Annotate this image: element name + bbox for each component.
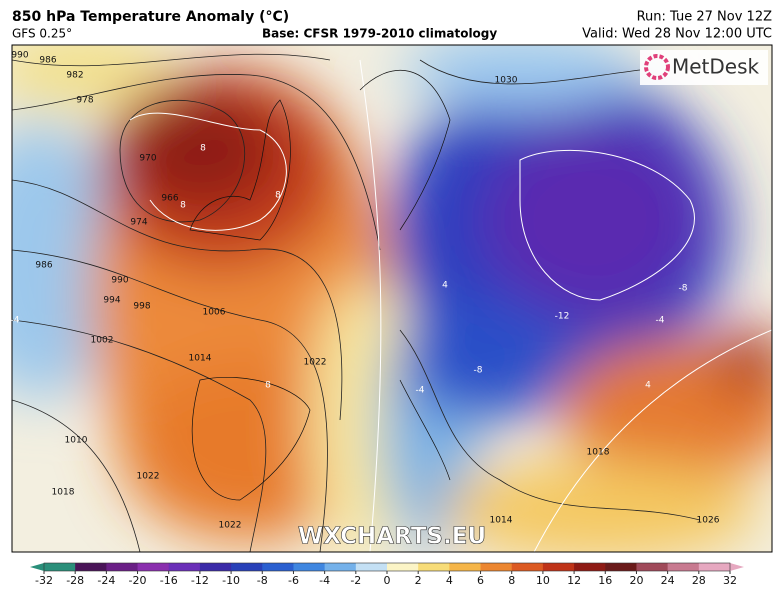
colorbar-tick-label: 2 [415, 574, 422, 587]
colorbar-tick-label: -12 [191, 574, 209, 587]
colorbar-end [30, 563, 44, 571]
colorbar-tick-label: -2 [350, 574, 361, 587]
colorbar-tick-label: -8 [257, 574, 268, 587]
map-labels: 990 986 982 978 970 966 974 986 990 994 998 1002 100… [11, 51, 720, 531]
isobars [12, 53, 701, 552]
colorbar-segment [106, 563, 139, 571]
isobar-label: 1018 [52, 488, 75, 498]
coastlines [189, 70, 451, 501]
map-title: 850 hPa Temperature Anomaly (°C) [12, 9, 289, 25]
colorbar-segment [262, 563, 294, 571]
anomaly-label: -8 [679, 284, 688, 294]
isobar-label: 1026 [697, 516, 720, 526]
isobar-label: 986 [35, 261, 52, 271]
isobar-label: 990 [111, 276, 128, 286]
colorbar-segment [636, 563, 669, 571]
map-field [12, 45, 772, 552]
colorbar-tick-label: 4 [446, 574, 453, 587]
isobar-label: 970 [139, 154, 156, 164]
anomaly-label: -4 [11, 316, 20, 326]
isobar-label: 982 [66, 71, 83, 81]
colorbar-tick-label: -28 [66, 574, 84, 587]
colorbar-segment [168, 563, 201, 571]
colorbar-tick-label: -24 [97, 574, 115, 587]
colorbar-tick-label: -6 [288, 574, 299, 587]
colorbar-tick-label: 0 [384, 574, 391, 587]
colorbar-segment [418, 563, 450, 571]
colorbar-tick-label: -16 [160, 574, 178, 587]
valid-label: Valid: Wed 28 Nov 12:00 UTC [582, 27, 772, 42]
isobar-label: 1014 [189, 354, 212, 364]
colorbar-end [730, 563, 744, 571]
anomaly-contours [129, 59, 772, 552]
run-label: Run: Tue 27 Nov 12Z [637, 10, 772, 25]
isobar-label: 1022 [219, 521, 242, 531]
colorbar-segment [542, 563, 575, 571]
colorbar-segment [44, 563, 76, 571]
colorbar-tick-label: 32 [723, 574, 737, 587]
colorbar-tick-label: 8 [508, 574, 515, 587]
anomaly-label: -4 [416, 386, 425, 396]
colorbar-segment [480, 563, 513, 571]
anomaly-label: 4 [645, 381, 651, 391]
anomaly-label: 8 [200, 144, 206, 154]
colorbar-segment [137, 563, 170, 571]
anomaly-label: 8 [180, 201, 186, 211]
isobar-label: 994 [103, 296, 120, 306]
anomaly-label: -4 [656, 316, 665, 326]
anomaly-label: 8 [265, 381, 271, 391]
isobar-label: 966 [161, 194, 178, 204]
colorbar-tick-label: 20 [629, 574, 643, 587]
isobar-label: 1022 [304, 358, 327, 368]
isobar-label: 1002 [91, 336, 114, 346]
anomaly-label: 8 [275, 191, 281, 201]
colorbar-segment [667, 563, 700, 571]
isobar-label: 986 [39, 56, 56, 66]
isobar-label: 1006 [203, 308, 226, 318]
base-label: Base: CFSR 1979-2010 climatology [262, 27, 497, 41]
colorbar-tick-label: 12 [567, 574, 581, 587]
isobar-label: 1014 [490, 516, 513, 526]
watermark: WXCHARTS.EU [298, 524, 486, 550]
colorbar-tick-label: -4 [319, 574, 330, 587]
colorbar-segment [574, 563, 606, 571]
anomaly-label: -12 [555, 312, 570, 322]
colorbar-segment [355, 563, 388, 571]
colorbar-segment [698, 563, 731, 571]
colorbar-segment [449, 563, 482, 571]
logo-icon [644, 54, 670, 80]
isobar-label: 974 [130, 218, 147, 228]
isobar-label: 990 [11, 51, 28, 61]
colorbar: -32 -28 -24 -20 -16 -12 -10 -8 -6 -4 -2 0 2 4 6 8 10 12 16… [30, 562, 744, 587]
colorbar-segment [605, 563, 637, 571]
colorbar-segment [199, 563, 232, 571]
colorbar-tick-label: -20 [129, 574, 147, 587]
colorbar-segment [511, 563, 544, 571]
colorbar-segment [387, 563, 419, 571]
isobar-label: 998 [133, 302, 150, 312]
colorbar-segment [293, 563, 326, 571]
colorbar-tick-label: 10 [536, 574, 550, 587]
isobar-label: 1022 [137, 472, 160, 482]
colorbar-segment [324, 563, 357, 571]
logo: MetDesk [672, 55, 760, 79]
colorbar-tick-label: 6 [477, 574, 484, 587]
isobar-label: 1030 [495, 76, 518, 86]
colorbar-tick-label: 24 [661, 574, 675, 587]
colorbar-tick-label: -32 [35, 574, 53, 587]
colorbar-tick-label: -10 [222, 574, 240, 587]
isobar-label: 978 [76, 96, 93, 106]
anomaly-label: 4 [442, 281, 448, 291]
anomaly-label: -8 [474, 366, 483, 376]
colorbar-tick-label: 28 [692, 574, 706, 587]
colorbar-segment [231, 563, 263, 571]
isobar-label: 1010 [65, 436, 88, 446]
colorbar-tick-label: 16 [598, 574, 612, 587]
isobar-label: 1018 [587, 448, 610, 458]
colorbar-segment [75, 563, 107, 571]
model-label: GFS 0.25° [12, 27, 72, 41]
